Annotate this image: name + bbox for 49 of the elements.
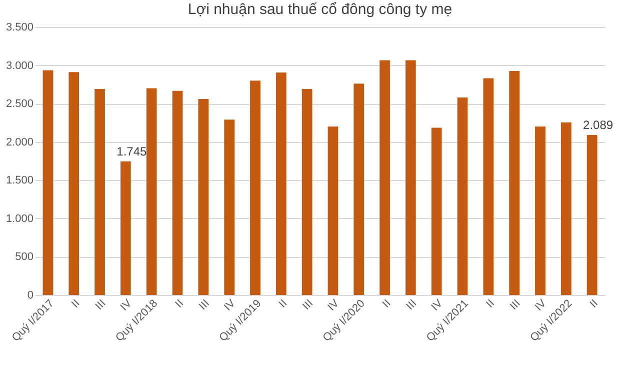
x-tick-label: III bbox=[93, 298, 108, 312]
y-tick-label: 3.000 bbox=[6, 60, 34, 72]
bar bbox=[172, 90, 183, 295]
bar bbox=[483, 78, 494, 295]
y-tick-label: 1.000 bbox=[6, 212, 34, 225]
bar bbox=[380, 60, 390, 295]
bar bbox=[406, 60, 416, 295]
x-tick-label: II bbox=[70, 298, 82, 310]
bar bbox=[120, 161, 131, 295]
bar bbox=[42, 70, 54, 295]
bar bbox=[250, 80, 260, 295]
x-tick-label: IV bbox=[222, 297, 238, 314]
bar bbox=[328, 126, 338, 295]
data-label: 1.745 bbox=[116, 144, 148, 158]
bar bbox=[224, 120, 234, 295]
x-tick-label: II bbox=[380, 298, 394, 310]
data-label: 2.089 bbox=[583, 118, 614, 132]
bar bbox=[457, 97, 468, 295]
bar bbox=[535, 126, 546, 295]
chart-title: Lợi nhuận sau thuế cổ đông công ty mẹ bbox=[188, 1, 452, 18]
x-tick-label: II bbox=[484, 298, 497, 310]
x-tick-label: IV bbox=[118, 297, 135, 314]
bar bbox=[68, 72, 80, 295]
x-tick-label: II bbox=[588, 298, 601, 310]
bar bbox=[302, 89, 312, 295]
bar bbox=[560, 122, 572, 295]
x-tick-label: III bbox=[300, 298, 316, 312]
bar bbox=[276, 72, 286, 295]
y-tick-label: 1.500 bbox=[6, 174, 34, 187]
y-tick-label: 500 bbox=[15, 251, 34, 264]
bar bbox=[509, 71, 520, 295]
y-tick-label: 2.000 bbox=[6, 136, 34, 148]
x-tick-label: II bbox=[276, 298, 290, 310]
x-tick-label: III bbox=[508, 298, 523, 312]
bar bbox=[198, 98, 209, 295]
x-tick-label: III bbox=[404, 298, 420, 312]
x-tick-label: IV bbox=[532, 297, 550, 314]
x-tick-label: IV bbox=[326, 297, 342, 314]
bar bbox=[94, 89, 105, 295]
bar bbox=[146, 88, 157, 295]
y-tick-label: 3.500 bbox=[6, 22, 34, 34]
x-tick-label: IV bbox=[429, 297, 446, 314]
y-tick-label: 0 bbox=[27, 290, 34, 302]
bar bbox=[431, 128, 442, 295]
bar bbox=[354, 84, 364, 295]
bar bbox=[586, 135, 598, 295]
x-tick-label: III bbox=[196, 298, 212, 312]
y-tick-label: 2.500 bbox=[6, 98, 34, 110]
x-tick-label: II bbox=[173, 298, 186, 310]
